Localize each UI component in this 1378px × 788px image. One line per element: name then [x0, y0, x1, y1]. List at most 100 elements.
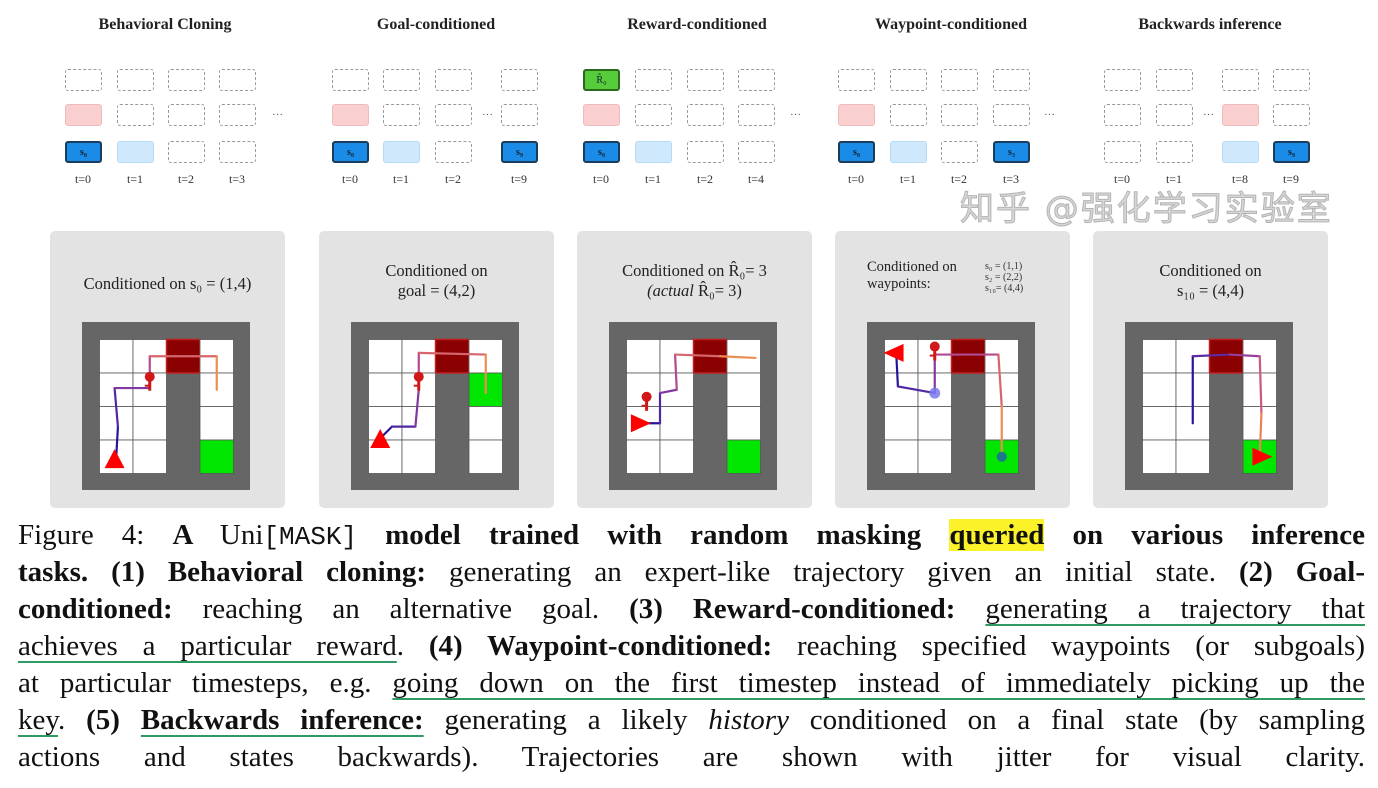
trajectory-segment	[414, 388, 420, 428]
diagram-title: Behavioral Cloning	[98, 16, 232, 33]
floor-cell	[368, 372, 403, 407]
panel-caption: Conditioned on waypoints:	[867, 259, 957, 293]
token-box	[501, 69, 538, 91]
trajectory-segment	[1258, 412, 1263, 458]
token-box	[738, 69, 775, 91]
caption-segment: generating a trajectory that	[985, 593, 1365, 625]
caption-segment: Backwards inference:	[140, 704, 424, 736]
token-box	[65, 69, 102, 91]
caption-line: actions and states backwards). Trajector…	[18, 739, 1365, 776]
token-box	[501, 104, 538, 126]
key-icon	[413, 371, 424, 382]
caption-line: tasks. (1) Behavioral cloning: generatin…	[18, 554, 1365, 591]
token-box	[838, 69, 875, 91]
caption-line: at particular timesteps, e.g. going down…	[18, 665, 1365, 702]
token-box	[738, 141, 775, 163]
timestep-label: t=0	[592, 172, 610, 186]
token-box	[117, 141, 154, 163]
gridworld-panel: Conditioned on s₀ = (1,4)	[50, 231, 285, 508]
timestep-label: t=9	[510, 172, 528, 186]
agent-triangle-icon	[883, 343, 904, 362]
key-icon-shaft	[148, 379, 152, 391]
token-box	[168, 141, 205, 163]
key-icon	[929, 341, 940, 352]
panel-caption: Conditioned on s₁₀ = (4,4)	[1093, 261, 1328, 301]
caption-segment: achieves a particular reward	[18, 630, 397, 662]
trajectory-segment	[1228, 353, 1261, 358]
caption-segment: tasks. (1) Behavioral cloning:	[18, 556, 449, 588]
caption-line-1: Conditioned on R̂₀= 3	[622, 261, 767, 280]
floor-cell	[1142, 339, 1177, 374]
floor-cell	[626, 439, 661, 474]
token-box	[1222, 69, 1259, 91]
token-box	[168, 104, 205, 126]
caption-segment: Uni	[219, 519, 264, 551]
caption-segment: reaching an alternative goal.	[202, 593, 630, 625]
floor-cell	[1142, 439, 1177, 474]
token-box	[583, 104, 620, 126]
timestep-label: t=1	[392, 172, 410, 186]
waypoint-item: s₁₀= (4,4)	[985, 283, 1024, 294]
token-box	[219, 141, 256, 163]
waypoint-item: s₀ = (1,1)	[985, 261, 1023, 272]
caption-line: key. (5) Backwards inference: generating…	[18, 702, 1365, 739]
token-box	[1156, 69, 1193, 91]
agent-triangle-icon	[370, 429, 391, 448]
trajectory-segment	[719, 355, 757, 360]
caption-segment: going down on the first timestep instead…	[392, 667, 1365, 699]
gridworld-maze	[351, 322, 519, 490]
token-box	[332, 104, 369, 126]
token-box	[117, 69, 154, 91]
floor-cell	[1142, 406, 1177, 441]
trajectory-segment	[417, 351, 487, 356]
caption-line-1: Conditioned on	[1159, 261, 1262, 280]
floor-cell	[659, 406, 694, 441]
token-box	[1104, 69, 1141, 91]
timestep-label: t=1	[126, 172, 144, 186]
token-box	[635, 69, 672, 91]
floor-cell	[401, 439, 436, 474]
caption-segment: [MASK]	[263, 522, 358, 552]
caption-line: Figure 4: A Uni[MASK] model trained with…	[18, 517, 1365, 554]
key-icon	[641, 391, 652, 402]
token-box	[993, 69, 1030, 91]
token-box: s₀	[65, 141, 102, 163]
token-box: R̂₀	[583, 69, 620, 91]
floor-cell	[626, 339, 661, 374]
trajectory-segment	[1258, 355, 1263, 415]
gridworld-panel: Conditioned on R̂₀= 3 (actual R̂₀= 3)	[577, 231, 812, 508]
trajectory-segment	[1191, 353, 1231, 358]
token-box	[219, 104, 256, 126]
gridworld-panel: Conditioned on waypoints: s₀ = (1,1) s₂ = (…	[835, 231, 1070, 508]
trajectory-segment	[115, 425, 120, 458]
token-box: s₀	[332, 141, 369, 163]
gridworld-panel: Conditioned on s₁₀ = (4,4)	[1093, 231, 1328, 508]
caption-segment: key	[18, 704, 58, 736]
door-cell	[950, 338, 986, 374]
diagram-title: Goal-conditioned	[376, 16, 496, 33]
floor-cell	[659, 439, 694, 474]
token-box	[687, 69, 724, 91]
caption-segment: (2) Goal-	[1238, 556, 1365, 588]
caption-line-2: (actual R̂₀= 3)	[577, 281, 812, 301]
token-box	[168, 69, 205, 91]
caption-italic: (actual	[647, 281, 694, 300]
timestep-label: t=0	[74, 172, 92, 186]
token-box	[890, 104, 927, 126]
caption-segment: conditioned:	[18, 593, 203, 625]
agent-triangle-icon	[104, 449, 125, 469]
token-box	[219, 69, 256, 91]
trajectory-segment	[658, 388, 678, 395]
key-icon-shaft	[645, 399, 649, 411]
caption-segment: Figure 4:	[18, 519, 173, 551]
end-marker	[996, 451, 1007, 462]
caption-segment: (3) Reward-conditioned:	[629, 593, 986, 625]
token-box: s₀	[838, 141, 875, 163]
caption-segment: on various inference	[1044, 519, 1365, 551]
token-box: s₀	[583, 141, 620, 163]
caption-segment: model trained with random masking	[357, 519, 950, 551]
timestep-label: t=2	[950, 172, 968, 186]
timestep-label: t=1	[899, 172, 917, 186]
ellipsis: ···	[272, 109, 283, 121]
caption-line-2-text: s₁₀ = (4,4)	[1176, 281, 1245, 300]
